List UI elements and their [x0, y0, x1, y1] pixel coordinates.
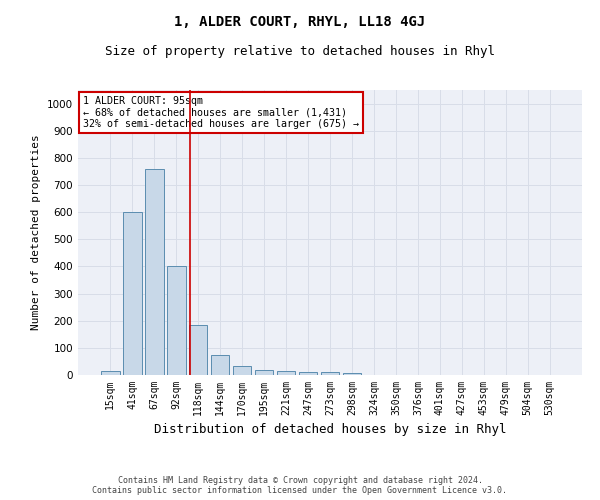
Y-axis label: Number of detached properties: Number of detached properties — [31, 134, 41, 330]
Bar — [211, 354, 229, 375]
Bar — [320, 372, 340, 375]
Text: 1 ALDER COURT: 95sqm
← 68% of detached houses are smaller (1,431)
32% of semi-de: 1 ALDER COURT: 95sqm ← 68% of detached h… — [83, 96, 359, 129]
Text: Size of property relative to detached houses in Rhyl: Size of property relative to detached ho… — [105, 45, 495, 58]
Bar — [167, 266, 185, 375]
Bar — [255, 370, 274, 375]
Bar — [123, 212, 142, 375]
Bar — [277, 372, 295, 375]
Bar — [343, 374, 361, 375]
Text: 1, ALDER COURT, RHYL, LL18 4GJ: 1, ALDER COURT, RHYL, LL18 4GJ — [175, 15, 425, 29]
Bar — [101, 371, 119, 375]
Bar — [299, 372, 317, 375]
Bar — [189, 325, 208, 375]
Bar — [145, 168, 164, 375]
X-axis label: Distribution of detached houses by size in Rhyl: Distribution of detached houses by size … — [154, 424, 506, 436]
Bar — [233, 366, 251, 375]
Text: Contains HM Land Registry data © Crown copyright and database right 2024.
Contai: Contains HM Land Registry data © Crown c… — [92, 476, 508, 495]
